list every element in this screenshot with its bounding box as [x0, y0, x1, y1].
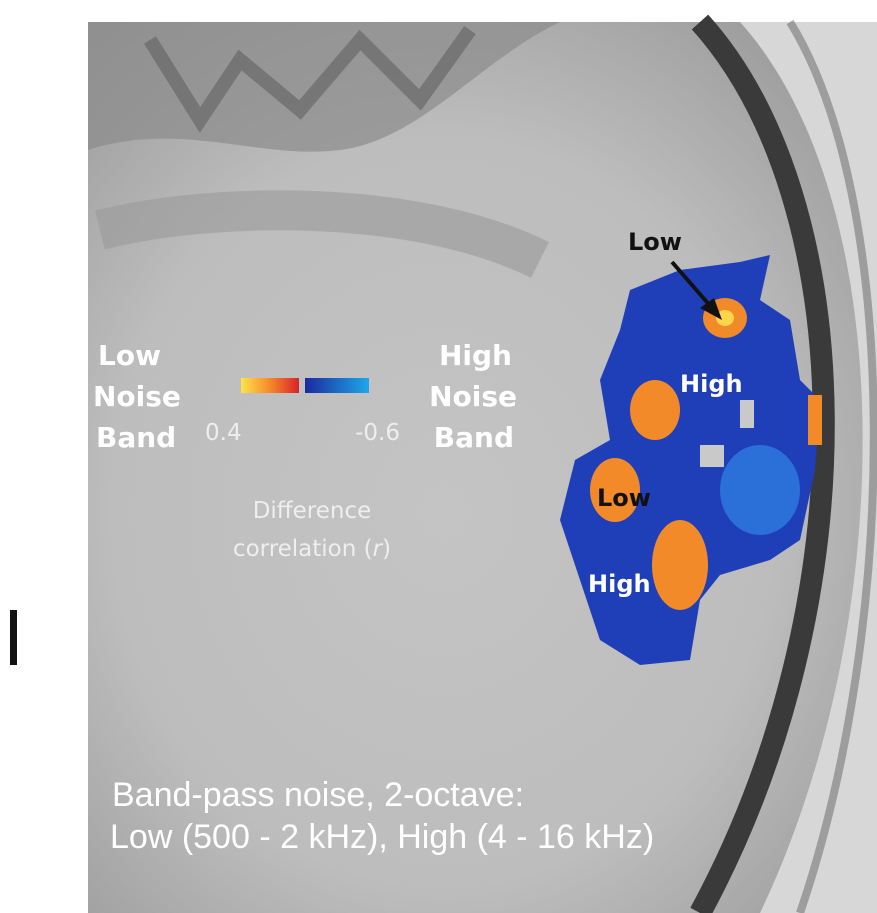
- legend-left-label: Noise: [93, 380, 181, 413]
- figure: Low Noise Band High Noise Band 0.4 -0.6 …: [0, 0, 877, 913]
- scale-start-label: 0.4: [205, 420, 242, 446]
- legend-left-label: Low: [98, 339, 161, 372]
- legend-right-label: High: [439, 339, 512, 372]
- scale-title-text: correlation (: [233, 536, 373, 562]
- annotation: High: [680, 370, 743, 398]
- color-scale-warm: [241, 378, 299, 393]
- slide-bar: [10, 610, 17, 665]
- caption: Band-pass noise, 2-octave:: [112, 776, 524, 814]
- annotation: High: [588, 570, 651, 598]
- page: Low Noise Band High Noise Band 0.4 -0.6 …: [0, 0, 877, 913]
- scale-title: correlation (r): [233, 536, 391, 562]
- annotation: Low: [597, 484, 651, 512]
- scale-end-label: -0.6: [355, 420, 400, 446]
- legend-right-label: Noise: [429, 380, 517, 413]
- legend-left-label: Band: [96, 421, 176, 454]
- scale-title-text: ): [382, 536, 391, 562]
- annotation: Low: [628, 228, 682, 256]
- caption: Low (500 - 2 kHz), High (4 - 16 kHz): [110, 818, 654, 856]
- color-scale-cool: [305, 378, 369, 393]
- legend-right-label: Band: [434, 421, 514, 454]
- scale-title: Difference: [253, 498, 372, 524]
